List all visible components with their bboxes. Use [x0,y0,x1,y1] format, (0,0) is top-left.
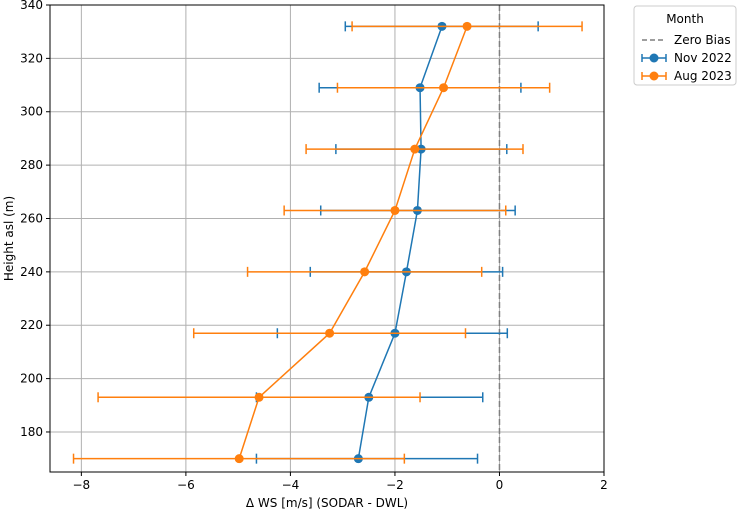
axis-ticks: −8 −6 −4 −2 0 2 180 200 220 240 260 280 300 320 340 [20,0,608,492]
plot-area-frame [49,4,605,473]
legend-nov-2022-swatch-marker [649,53,659,63]
y-tick-label: 240 [20,265,43,279]
y-tick-label: 180 [20,425,43,439]
x-tick-label: −8 [73,478,91,492]
y-tick-label: 200 [20,372,43,386]
y-tick-label: 220 [20,318,43,332]
x-tick-label: −6 [177,478,195,492]
data-point [254,392,264,402]
series-line [357,26,443,459]
data-point [234,454,244,464]
data-point [390,205,400,215]
series-aug-2023 [72,21,583,464]
legend-frame [633,5,737,86]
legend-aug-2023-swatch-marker [649,71,659,81]
x-tick-label: −2 [386,478,404,492]
series-layer [72,21,583,464]
x-tick-label: 2 [600,478,608,492]
y-tick-label: 280 [20,158,43,172]
y-tick-label: 340 [20,0,43,12]
legend-zero-bias-label: Zero Bias [674,33,731,47]
series-line [238,26,468,459]
y-tick-label: 320 [20,51,43,65]
data-point [360,267,370,277]
legend[interactable]: Month Zero Bias Nov 2022 Aug 2023 [633,5,737,86]
y-axis-label: Height asl (m) [2,196,16,281]
legend-nov-2022-label: Nov 2022 [674,51,732,65]
x-axis-label: Δ WS [m/s] (SODAR - DWL) [246,496,408,510]
legend-title: Month [666,12,704,26]
y-tick-label: 260 [20,211,43,225]
y-tick-label: 300 [20,105,43,119]
legend-items: Zero Bias Nov 2022 Aug 2023 [641,33,732,83]
x-tick-label: −4 [282,478,300,492]
data-point [410,144,420,154]
data-point [439,83,449,93]
grid [50,4,605,472]
legend-aug-2023-label: Aug 2023 [674,69,732,83]
data-point [462,21,472,31]
data-point [325,328,335,338]
x-tick-label: 0 [496,478,504,492]
